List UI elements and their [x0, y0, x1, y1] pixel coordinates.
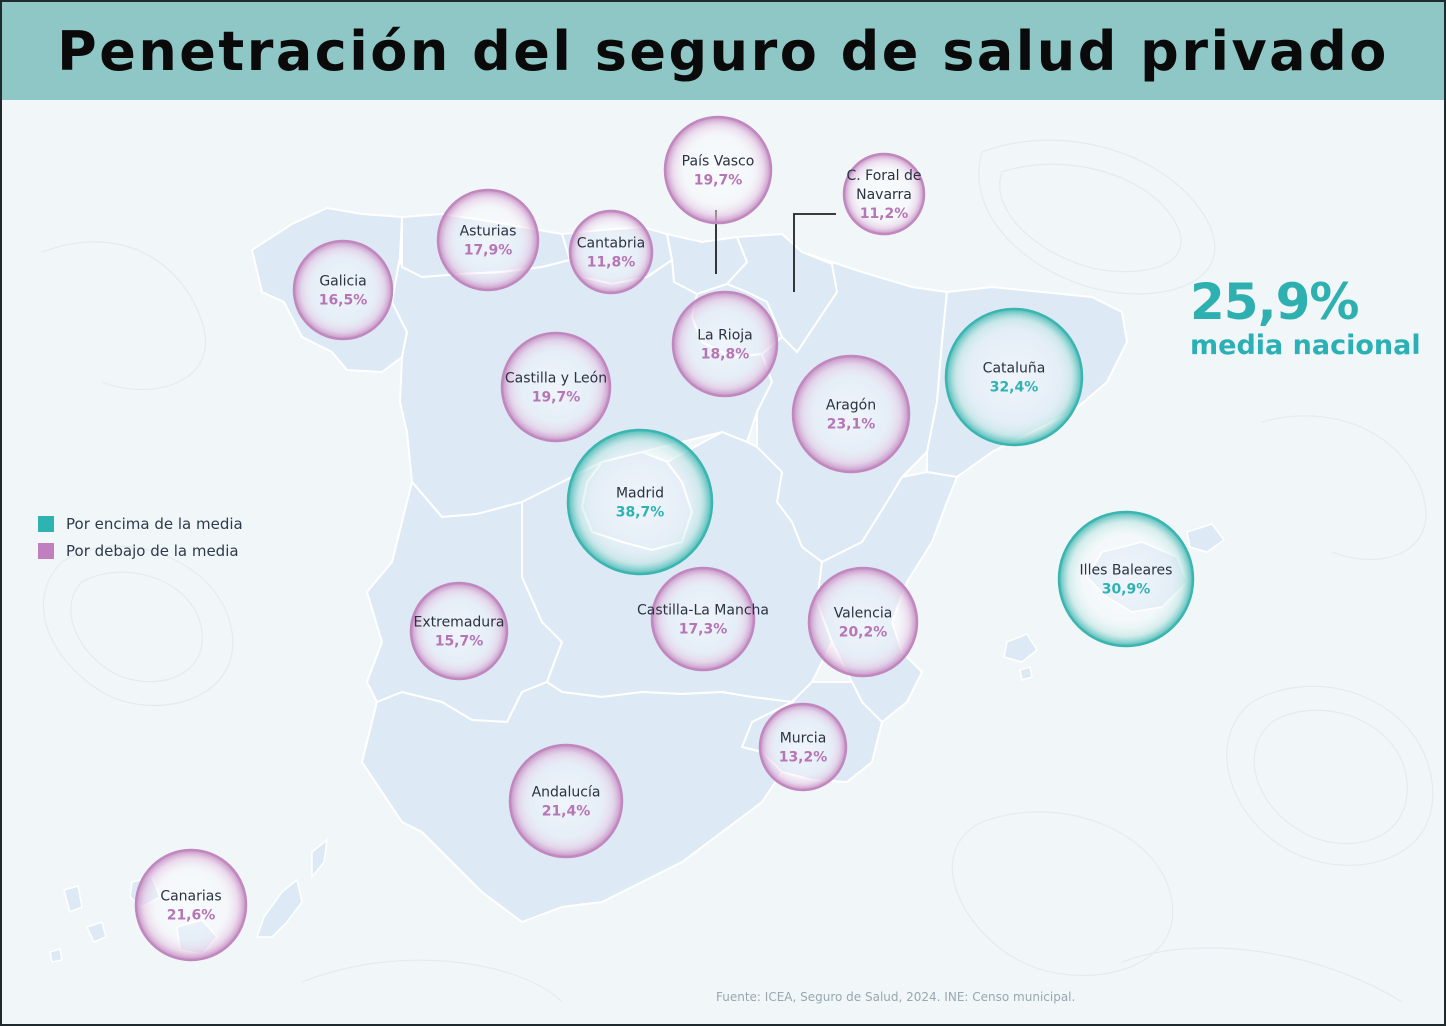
region-bubble-cataluna: Cataluña 32,4% — [944, 307, 1084, 447]
region-value: 21,4% — [542, 804, 591, 820]
region-value: 38,7% — [616, 505, 665, 521]
bubble-circle — [650, 566, 756, 672]
bubble-circle — [663, 115, 773, 225]
region-name: Castilla y León — [505, 371, 607, 387]
legend-item-below: Por debajo de la media — [38, 537, 243, 564]
region-name: Cantabria — [577, 236, 645, 252]
title-bar: Penetración del seguro de salud privado — [2, 2, 1444, 100]
bubble-circle — [409, 581, 509, 681]
region-value: 15,7% — [435, 634, 484, 650]
bubble-circle — [436, 188, 540, 292]
region-value: 18,8% — [701, 347, 750, 363]
region-bubble-castilla-leon: Castilla y León 19,7% — [500, 331, 612, 443]
legend-swatch-above — [38, 515, 54, 532]
region-value: 13,2% — [779, 750, 828, 766]
map-area: País Vasco 19,7% C. Foral de Navarra 11,2% As… — [2, 100, 1444, 1024]
region-value: 21,6% — [167, 908, 216, 924]
region-bubbles: País Vasco 19,7% C. Foral de Navarra 11,2% As… — [134, 115, 1195, 962]
legend-swatch-below — [38, 542, 54, 559]
region-name: C. Foral de Navarra — [847, 168, 922, 203]
topographic-background — [41, 139, 1434, 1003]
bubble-circle — [292, 239, 394, 341]
bubble-circle — [1057, 510, 1195, 648]
region-name: Valencia — [834, 606, 893, 622]
region-bubble-pais-vasco: País Vasco 19,7% — [663, 115, 773, 225]
region-value: 30,9% — [1102, 582, 1151, 598]
region-bubble-galicia: Galicia 16,5% — [292, 239, 394, 341]
region-name: Asturias — [460, 224, 517, 240]
region-bubble-canarias: Canarias 21,6% — [134, 848, 248, 962]
region-bubble-andalucia: Andalucía 21,4% — [508, 743, 624, 859]
region-value: 17,3% — [679, 622, 728, 638]
region-name: Illes Baleares — [1080, 563, 1173, 579]
region-value: 23,1% — [827, 417, 876, 433]
region-name: Castilla-La Mancha — [637, 603, 769, 619]
bubble-circle — [758, 702, 848, 792]
legend-label-below: Por debajo de la media — [66, 541, 239, 560]
region-bubble-baleares: Illes Baleares 30,9% — [1057, 510, 1195, 648]
region-value: 16,5% — [319, 293, 368, 309]
legend-label-above: Por encima de la media — [66, 514, 243, 533]
bubble-circle — [134, 848, 248, 962]
region-value: 17,9% — [464, 243, 513, 259]
region-name: Andalucía — [532, 785, 601, 801]
region-bubble-valencia: Valencia 20,2% — [807, 566, 919, 678]
legend-item-above: Por encima de la media — [38, 510, 243, 537]
region-name: Extremadura — [414, 615, 505, 631]
region-bubble-cantabria: Cantabria 11,8% — [568, 209, 654, 295]
national-average-value: 25,9% — [1190, 273, 1359, 331]
region-bubble-asturias: Asturias 17,9% — [436, 188, 540, 292]
bubble-circle — [568, 209, 654, 295]
national-average: 25,9% media nacional — [1190, 274, 1421, 362]
region-name: Galicia — [319, 274, 366, 290]
bubble-circle — [500, 331, 612, 443]
region-bubble-murcia: Murcia 13,2% — [758, 702, 848, 792]
region-bubble-la-rioja: La Rioja 18,8% — [671, 290, 779, 398]
region-name: La Rioja — [697, 328, 752, 344]
region-name: Cataluña — [983, 361, 1046, 377]
bubble-circle — [508, 743, 624, 859]
bubble-circle — [944, 307, 1084, 447]
region-name: País Vasco — [682, 154, 755, 170]
region-name: Madrid — [616, 486, 664, 502]
page-title: Penetración del seguro de salud privado — [57, 19, 1389, 83]
region-bubble-madrid: Madrid 38,7% — [566, 428, 714, 576]
region-value: 19,7% — [532, 390, 581, 406]
spain-map: País Vasco 19,7% C. Foral de Navarra 11,2% As… — [41, 115, 1434, 1003]
region-name: Aragón — [826, 398, 876, 414]
bubble-circle — [566, 428, 714, 576]
region-bubble-navarra: C. Foral de Navarra 11,2% — [842, 152, 926, 236]
region-value: 20,2% — [839, 625, 888, 641]
bubble-circle — [791, 354, 911, 474]
region-bubble-extremadura: Extremadura 15,7% — [409, 581, 509, 681]
region-value: 11,2% — [860, 206, 909, 222]
bubble-circle — [842, 152, 926, 236]
region-bubble-castilla-la-mancha: Castilla-La Mancha 17,3% — [637, 566, 769, 672]
region-value: 11,8% — [587, 255, 636, 271]
source-note: Fuente: ICEA, Seguro de Salud, 2024. INE… — [716, 990, 1076, 1004]
legend: Por encima de la media Por debajo de la … — [38, 510, 243, 564]
national-average-label: media nacional — [1190, 330, 1421, 361]
region-value: 19,7% — [694, 173, 743, 189]
bubble-circle — [671, 290, 779, 398]
region-bubble-aragon: Aragón 23,1% — [791, 354, 911, 474]
region-name: Canarias — [160, 889, 221, 905]
bubble-circle — [807, 566, 919, 678]
region-name: Murcia — [780, 731, 827, 747]
region-value: 32,4% — [990, 380, 1039, 396]
